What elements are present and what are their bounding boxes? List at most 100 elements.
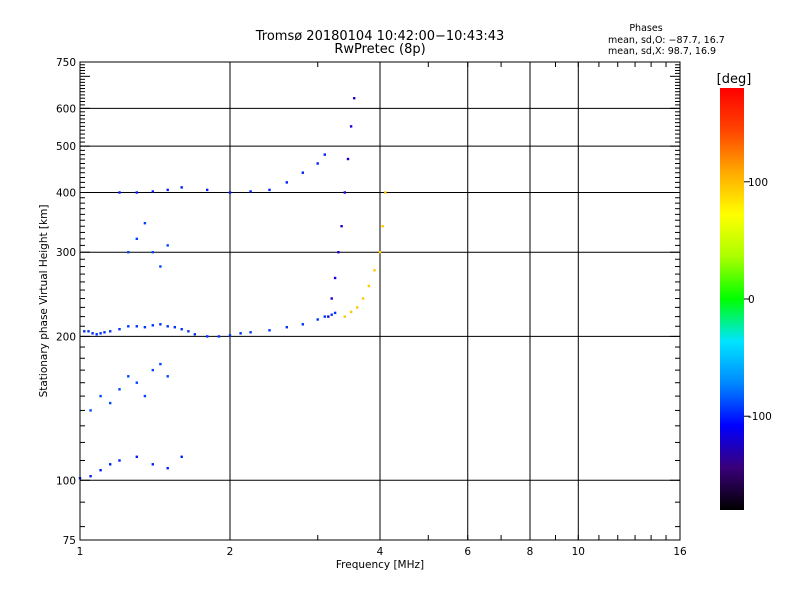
data-point <box>206 188 209 192</box>
phases-heading: Phases <box>629 23 662 34</box>
data-point <box>151 324 154 327</box>
data-point <box>381 225 384 228</box>
data-point <box>349 310 353 314</box>
colorbar-tick-label: 100 <box>748 177 768 189</box>
data-point <box>159 323 162 326</box>
data-point <box>316 162 319 165</box>
data-point <box>109 401 112 405</box>
data-point <box>285 181 288 184</box>
y-tick-label: 750 <box>56 57 76 69</box>
data-point <box>118 388 121 391</box>
axis-ticks: 1 2 4 6 8 10 16 75 100 200 300 400 500 600 750 <box>56 57 687 558</box>
colorbar-tick-label: -100 <box>748 411 772 423</box>
x-tick-label: 8 <box>527 546 534 558</box>
data-point <box>118 191 121 194</box>
data-point <box>118 459 121 462</box>
chart-title: Tromsø 20180104 10:42:00−10:43:43 <box>255 29 505 44</box>
data-point <box>340 225 343 228</box>
data-point <box>135 325 138 328</box>
data-point <box>180 455 183 458</box>
data-point <box>127 375 130 378</box>
data-point <box>151 463 154 466</box>
colorbar-tick-label: 0 <box>748 294 755 306</box>
data-point <box>337 251 340 254</box>
data-point <box>346 157 350 161</box>
data-point <box>166 375 169 378</box>
data-point <box>367 284 371 288</box>
x-tick-label: 4 <box>377 546 384 558</box>
data-point <box>127 325 130 328</box>
y-tick-label: 600 <box>56 103 76 115</box>
data-point <box>343 191 346 194</box>
data-point <box>249 331 252 334</box>
data-point <box>228 334 232 337</box>
data-point <box>217 335 221 338</box>
data-point <box>187 330 190 333</box>
data-point <box>166 244 169 247</box>
data-point <box>118 328 121 331</box>
y-tick-label: 500 <box>56 141 76 153</box>
data-point <box>173 326 176 329</box>
data-point <box>99 394 102 398</box>
data-point <box>193 333 196 336</box>
data-point <box>333 276 337 280</box>
data-point <box>99 469 102 472</box>
y-tick-label: 75 <box>63 535 76 547</box>
chart-subtitle: RwPretec (8p) <box>334 42 425 57</box>
data-point <box>361 297 365 300</box>
data-point <box>384 191 387 194</box>
data-point <box>151 251 154 254</box>
data-point <box>87 330 90 333</box>
data-point <box>378 251 382 254</box>
data-point <box>333 311 337 315</box>
data-point <box>323 153 326 156</box>
y-tick-label: 400 <box>56 187 76 199</box>
grid <box>80 62 680 540</box>
data-point <box>151 368 154 372</box>
y-tick-label: 300 <box>56 247 76 259</box>
x-tick-label: 16 <box>673 546 687 558</box>
x-tick-label: 1 <box>77 546 84 558</box>
data-point <box>91 332 94 335</box>
data-point <box>95 333 98 336</box>
data-point <box>249 190 252 193</box>
data-point <box>180 328 183 331</box>
colorbar-unit-label: [deg] <box>717 72 752 87</box>
data-point <box>103 331 106 334</box>
data-point <box>109 463 112 466</box>
x-axis-label: Frequency [MHz] <box>336 559 424 571</box>
data-point <box>373 269 376 272</box>
scatter-points <box>78 97 387 480</box>
data-point <box>159 362 162 366</box>
data-point <box>301 171 304 174</box>
colorbar <box>720 88 744 510</box>
data-point <box>151 190 154 193</box>
data-point <box>83 330 86 333</box>
data-point <box>323 315 326 318</box>
data-point <box>327 315 330 318</box>
data-point <box>330 313 333 316</box>
data-point <box>166 467 169 470</box>
y-tick-label: 200 <box>56 331 76 343</box>
data-point <box>143 326 147 329</box>
data-point <box>330 297 333 300</box>
data-point <box>135 237 138 240</box>
data-point <box>239 332 242 335</box>
data-point <box>343 315 346 318</box>
data-point <box>349 125 353 128</box>
data-point <box>143 394 147 398</box>
data-point <box>268 188 271 192</box>
data-point <box>135 455 138 458</box>
data-point <box>316 318 319 321</box>
data-point <box>166 188 169 192</box>
phases-line-x: mean, sd,X: 98.7, 16.9 <box>608 46 716 57</box>
data-point <box>301 323 304 326</box>
phases-line-o: mean, sd,O: −87.7, 16.7 <box>608 35 725 46</box>
data-point <box>89 409 92 412</box>
data-point <box>228 191 232 194</box>
data-point <box>353 97 356 100</box>
data-point <box>180 186 183 189</box>
x-tick-label: 2 <box>227 546 234 558</box>
data-point <box>166 325 169 328</box>
data-point <box>89 475 92 478</box>
